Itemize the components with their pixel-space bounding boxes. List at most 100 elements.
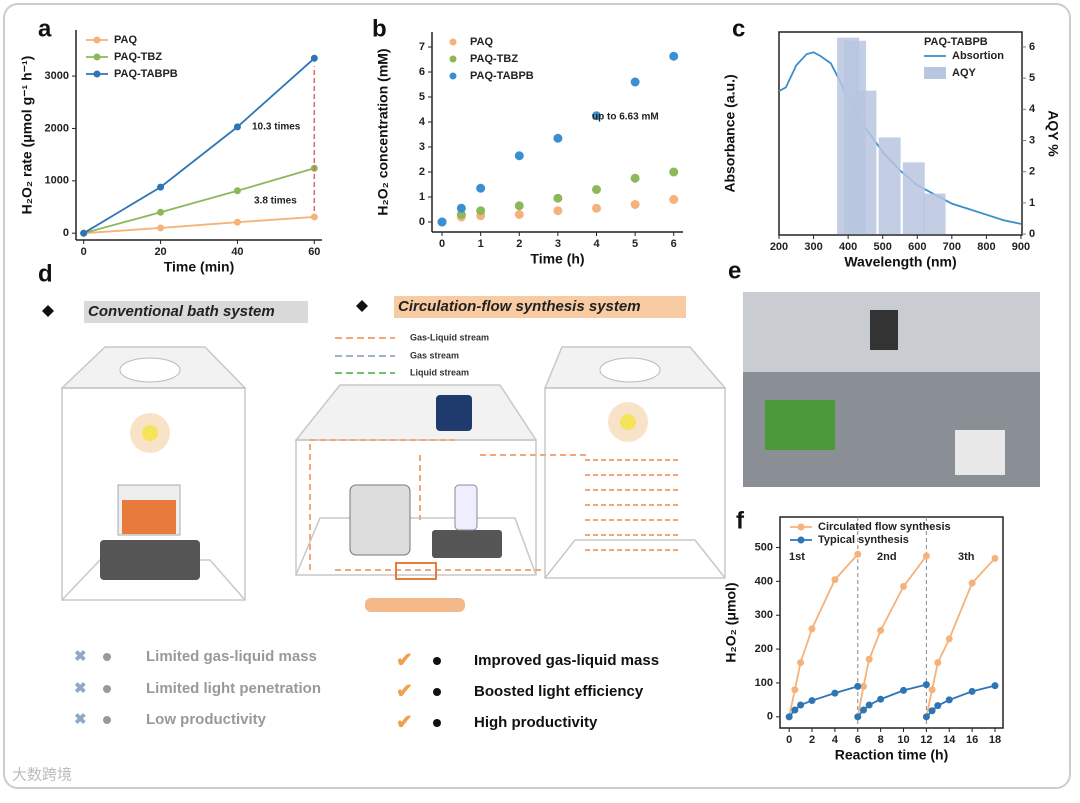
bullet [103, 653, 111, 661]
point [456, 203, 466, 213]
legend-label: PAQ-TABPB [470, 70, 534, 82]
point [877, 626, 885, 634]
x-tick-label: 5 [632, 238, 638, 250]
x-tick-label: 700 [943, 241, 961, 253]
point [791, 686, 799, 694]
y-tick-label: 0 [63, 227, 69, 239]
x-tick-label: 40 [231, 246, 243, 258]
point [865, 701, 873, 709]
x-tick-label: 14 [943, 734, 956, 746]
point [922, 713, 930, 721]
y-tick-label: 1 [419, 191, 425, 203]
legend-marker [93, 53, 101, 61]
point [797, 659, 805, 667]
point [437, 217, 447, 227]
point [630, 173, 640, 183]
drawback: Limited gas-liquid mass [146, 648, 317, 665]
point [157, 208, 165, 216]
y-tick-label: 7 [419, 41, 425, 53]
x-tick-label: 400 [839, 241, 857, 253]
photo-lamp [870, 310, 898, 350]
plot-frame [778, 31, 1023, 236]
fan [599, 357, 661, 383]
point [456, 210, 466, 219]
legend-marker [449, 72, 457, 80]
y-axis-label: H₂O₂ (μmol) [723, 582, 739, 662]
flow-line [309, 439, 590, 571]
point [791, 706, 799, 714]
x-tick-label: 800 [977, 241, 995, 253]
pump [349, 484, 411, 556]
point [808, 697, 816, 705]
x-tick-label: 0 [439, 238, 445, 250]
legend-label: PAQ-TBZ [470, 53, 518, 65]
x-axis-label: Time (min) [164, 259, 235, 275]
point [900, 686, 908, 694]
x-tick-label: 12 [920, 734, 932, 746]
point [968, 579, 976, 587]
y2-tick-label: 3 [1029, 134, 1035, 146]
point [669, 51, 679, 61]
bar [854, 90, 877, 235]
stream-label: Gas-Liquid stream [410, 332, 489, 342]
y-tick-label: 300 [755, 609, 773, 621]
point [968, 687, 976, 695]
point [553, 193, 563, 203]
y-tick-label: 400 [755, 575, 773, 587]
box [60, 346, 727, 601]
point [157, 183, 165, 191]
frame [3, 3, 1071, 789]
y2-axis-label: AQY % [1045, 110, 1061, 157]
legend-swatch [924, 67, 946, 79]
bar [923, 193, 946, 235]
point [80, 229, 88, 237]
stream-label: Gas stream [410, 350, 459, 360]
bullet [433, 657, 441, 665]
point [233, 123, 241, 131]
y2-tick-label: 4 [1029, 103, 1036, 115]
y-tick-label: 4 [419, 116, 426, 128]
x-tick-label: 0 [81, 246, 87, 258]
point [669, 167, 679, 177]
highlight [84, 301, 308, 323]
x-tick-label: 3 [555, 238, 561, 250]
series-line [83, 216, 315, 235]
legend-label: Typical synthesis [818, 534, 909, 546]
pump [436, 395, 472, 431]
point [928, 686, 936, 694]
panel-label: a [38, 15, 52, 42]
highlight [394, 296, 686, 318]
point [476, 183, 486, 193]
point [865, 655, 873, 663]
x-tick-label: 2 [809, 734, 815, 746]
y2-tick-label: 1 [1029, 197, 1035, 209]
y2-tick-label: 2 [1029, 166, 1035, 178]
y-tick-label: 3000 [45, 70, 69, 82]
point [808, 625, 816, 633]
point [945, 696, 953, 704]
photo-pump [765, 400, 835, 450]
legend-marker [93, 70, 101, 78]
y-tick-label: 500 [755, 541, 773, 553]
y-tick-label: 2 [419, 166, 425, 178]
point [797, 701, 805, 709]
x-axis-label: Time (h) [530, 251, 584, 267]
point [991, 554, 999, 562]
y-tick-label: 5 [419, 91, 425, 103]
point [592, 111, 602, 121]
check: ✔ [396, 680, 413, 702]
point [831, 576, 839, 584]
point [854, 713, 862, 721]
annotation: 3th [958, 551, 975, 563]
fan [119, 357, 181, 383]
advantage: Improved gas-liquid mass [474, 652, 659, 669]
plot-frame [779, 516, 1004, 729]
y-axis-label: H₂O₂ rate (μmol g⁻¹ h⁻¹) [19, 56, 35, 215]
point [922, 552, 930, 560]
point [157, 224, 165, 232]
annotation: 2nd [877, 551, 897, 563]
point [310, 54, 318, 62]
bullet [433, 688, 441, 696]
panel-label: e [728, 257, 741, 284]
